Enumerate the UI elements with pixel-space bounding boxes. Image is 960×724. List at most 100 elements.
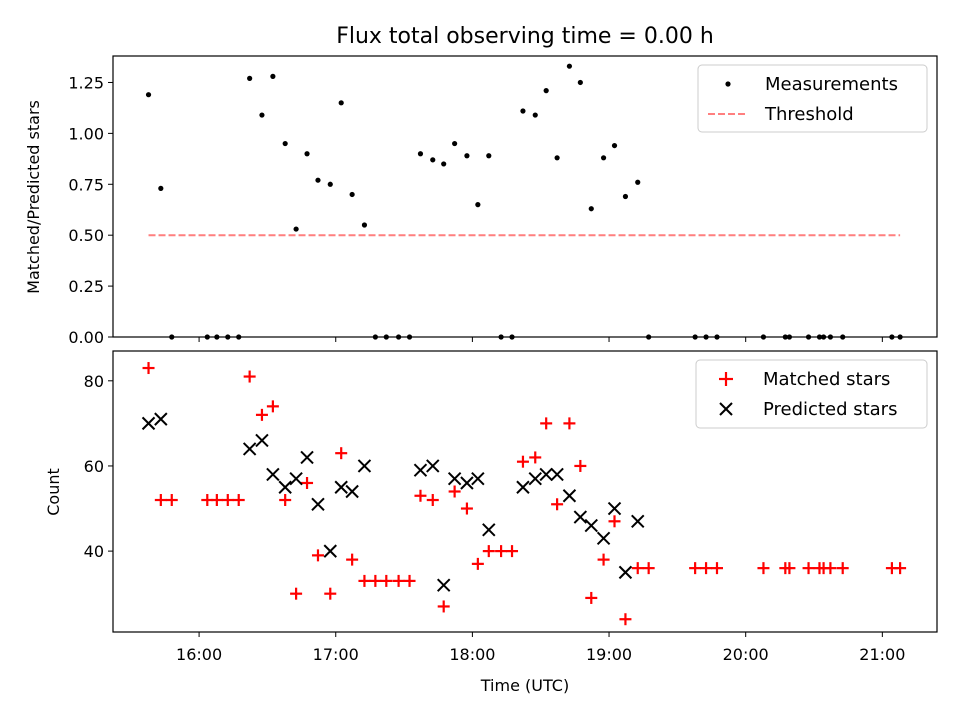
measurement-point [145, 92, 152, 98]
matched-star-point [495, 545, 508, 558]
top-title: Flux total observing time = 0.00 h [336, 24, 714, 49]
matched-star-point [574, 459, 587, 472]
matched-star-point [471, 557, 484, 570]
predicted-star-point [460, 476, 474, 490]
legend-measurements-marker [725, 81, 731, 87]
matched-star-point [757, 562, 770, 575]
predicted-star-point [562, 489, 577, 503]
measurement-point [611, 142, 618, 149]
measurement-point [282, 140, 288, 147]
legend-matched-label: Matched stars [763, 369, 890, 390]
matched-star-point [529, 451, 542, 464]
matched-star-point [243, 370, 256, 383]
top-plot-area: 0.00 0.25 0.50 0.75 1.00 1.25 [68, 63, 903, 347]
matched-star-point [631, 562, 644, 575]
measurement-point [577, 79, 583, 86]
bottom-xtick-label: 17:00 [313, 645, 359, 664]
matched-star-point [221, 494, 234, 507]
bottom-legend: Matched stars Predicted stars [695, 359, 928, 429]
matched-star-point [335, 447, 348, 460]
predicted-star-point [447, 472, 462, 486]
legend-predicted-label: Predicted stars [763, 399, 897, 420]
matched-star-point [597, 553, 610, 566]
matched-star-point [608, 515, 621, 528]
measurement-point [361, 222, 368, 228]
measurement-point [520, 108, 526, 114]
matched-star-point [346, 553, 359, 566]
matched-star-point [563, 417, 576, 430]
matched-star-point [380, 574, 393, 587]
predicted-star-point [255, 433, 269, 448]
matched-star-point [290, 587, 303, 600]
bottom-xtick-label: 16:00 [176, 645, 222, 664]
measurement-point [486, 153, 492, 159]
matched-star-point [154, 494, 167, 507]
predicted-star-point [413, 463, 428, 477]
measurement-point [304, 151, 310, 157]
matched-star-point [482, 545, 495, 558]
measurement-point [293, 226, 299, 232]
bottom-xtick-label: 21:00 [859, 645, 905, 664]
matched-star-point [448, 485, 461, 498]
top-ylabel: Matched/Predicted stars [24, 100, 43, 294]
top-ytick-label: 0.00 [68, 328, 104, 347]
predicted-star-point [323, 544, 337, 558]
matched-star-point [619, 613, 632, 626]
matched-star-point [585, 591, 598, 604]
matched-star-point [802, 562, 815, 575]
predicted-star-point [154, 412, 168, 426]
predicted-star-point [631, 514, 645, 529]
predicted-star-point [607, 501, 622, 516]
top-axes-frame [112, 55, 938, 338]
measurement-point [566, 63, 573, 69]
matched-star-point [266, 400, 279, 413]
matched-star-point [700, 562, 713, 575]
matched-star-point [301, 476, 314, 489]
measurement-point [452, 140, 458, 147]
predicted-star-point [584, 518, 598, 533]
predicted-star-point [426, 459, 440, 473]
bottom-xtick-label: 20:00 [723, 645, 769, 664]
matched-star-point [358, 574, 371, 587]
matched-star-point [279, 494, 292, 507]
matched-star-point [460, 502, 473, 515]
matched-star-point [894, 562, 907, 575]
legend-matched-marker [719, 372, 733, 386]
top-ytick-label: 1.00 [68, 124, 104, 143]
measurement-point [543, 88, 549, 94]
matched-star-point [369, 574, 382, 587]
predicted-star-point [266, 467, 280, 482]
predicted-star-point [596, 531, 611, 546]
measurement-point [417, 151, 424, 157]
measurement-point [554, 155, 560, 161]
measurement-point [532, 112, 538, 118]
legend-predicted-marker [719, 402, 733, 416]
predicted-star-point [539, 467, 553, 482]
predicted-star-point [334, 480, 348, 494]
matched-star-point [642, 562, 655, 575]
bottom-xtick-label: 19:00 [586, 645, 632, 664]
matched-star-point [783, 562, 796, 575]
predicted-star-point [300, 450, 314, 465]
measurement-point [315, 177, 321, 183]
matched-star-point [437, 600, 450, 613]
measurement-point [430, 157, 436, 163]
measurement-point [600, 155, 607, 161]
legend-threshold-label: Threshold [764, 104, 854, 125]
predicted-star-point [471, 472, 485, 486]
legend-measurements-label: Measurements [765, 74, 898, 95]
top-panel: Flux total observing time = 0.00 h 0.00 0… [24, 24, 938, 347]
predicted-star-point [141, 416, 156, 431]
predicted-star-point [345, 484, 359, 499]
measurement-point [259, 112, 265, 118]
matched-star-point [710, 562, 723, 575]
matched-star-point [824, 562, 837, 575]
matched-star-point [540, 417, 553, 430]
matched-star-point [165, 494, 178, 507]
bottom-plot-area: 40 60 80 16:00 17:00 18:00 19:00 20:00 21:00 [84, 362, 907, 664]
measurement-point [270, 73, 276, 79]
measurement-point [441, 161, 447, 167]
predicted-star-point [516, 480, 530, 494]
top-ytick-label: 0.50 [68, 226, 104, 245]
top-ytick-label: 0.75 [68, 175, 104, 194]
